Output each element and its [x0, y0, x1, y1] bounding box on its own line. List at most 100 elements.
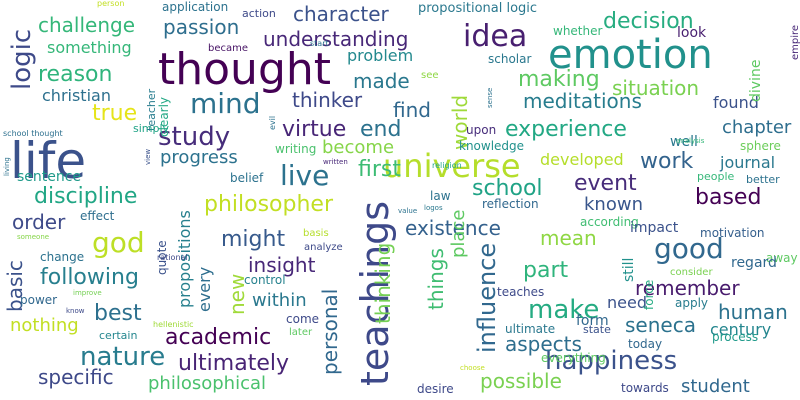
word-things: things [424, 248, 448, 310]
word-control: control [244, 273, 286, 287]
word-well: well [670, 134, 698, 150]
word-people: people [697, 170, 735, 183]
word-sense: sense [486, 88, 494, 108]
word-progress: progress [160, 147, 238, 168]
word-effect: effect [80, 209, 115, 223]
word-living: living [3, 157, 11, 176]
word-desire: desire [417, 382, 454, 396]
word-making: making [518, 67, 600, 92]
word-decision: decision [603, 9, 694, 34]
word-emotion: emotion [548, 32, 713, 78]
word-teachings: teachings [353, 201, 397, 386]
word-propositional-logic: propositional logic [418, 1, 537, 16]
word-first: first [358, 157, 401, 182]
word-logic: logic [7, 29, 37, 90]
word-analysis: analysis [676, 137, 705, 145]
word-discipline: discipline [34, 184, 137, 209]
word-know: know [66, 307, 85, 315]
word-world: world [448, 95, 472, 150]
word-might: might [221, 227, 285, 252]
word-seneca: seneca [625, 313, 696, 337]
word-event: event [574, 171, 637, 196]
word-quote: quote [155, 240, 169, 275]
word-certain: certain [99, 329, 137, 342]
word-motivation: motivation [700, 226, 765, 240]
word-whether: whether [553, 24, 602, 38]
word-thought: thought [158, 44, 331, 95]
word-religion: religion [432, 161, 462, 170]
word-thinker: thinker [292, 88, 363, 112]
word-everything: everything [541, 351, 606, 365]
word-analyze: analyze [304, 242, 343, 253]
word-scholar: scholar [488, 52, 531, 66]
word-person: person [97, 0, 124, 8]
word-sentence: sentence [17, 169, 81, 185]
word-end: end [360, 117, 401, 142]
word-come: come [286, 312, 319, 326]
word-became: became [208, 43, 248, 54]
word-process: process [712, 330, 758, 344]
word-true: true [92, 101, 137, 126]
word-order: order [12, 210, 66, 234]
word-simply: simply [133, 122, 170, 135]
word-student: student [681, 376, 750, 397]
word-apply: apply [675, 296, 708, 310]
word-existence: existence [405, 216, 501, 240]
word-propositions: propositions [175, 210, 194, 308]
word-law: law [430, 189, 451, 203]
word-possible: possible [480, 369, 562, 393]
word-start: start [310, 39, 329, 48]
word-every: every [195, 267, 214, 312]
word-logos: logos [424, 204, 443, 212]
word-thinking: thinking [371, 243, 395, 324]
word-belief: belief [230, 171, 264, 185]
word-academic: academic [165, 325, 271, 350]
word-ultimately: ultimately [178, 351, 289, 376]
word-look: look [677, 25, 707, 41]
word-meditations: meditations [523, 89, 642, 113]
word-hellenistic: hellenistic [153, 320, 194, 329]
word-value: value [398, 207, 417, 215]
word-empire: empire [790, 25, 800, 60]
word-basis: basis [303, 228, 329, 239]
word-universe: universe [383, 147, 521, 185]
word-philosopher: philosopher [204, 192, 334, 217]
word-towards: towards [621, 381, 669, 395]
word-away: away [766, 251, 798, 265]
word-consider: consider [670, 267, 713, 278]
word-evil: evil [268, 116, 277, 130]
word-become: become [322, 137, 394, 158]
word-known: known [584, 194, 643, 215]
word-life: life [10, 132, 86, 190]
word-influence: influence [473, 243, 501, 353]
word-nothing: nothing [10, 315, 79, 336]
word-impact: impact [630, 220, 679, 236]
word-century: century [710, 320, 771, 339]
word-basic: basic [3, 260, 27, 312]
word-journal: journal [719, 153, 775, 172]
word-view: view [144, 149, 152, 165]
word-reason: reason [38, 62, 112, 87]
word-developed: developed [540, 150, 624, 169]
word-passion: passion [163, 15, 239, 39]
word-aspects: aspects [505, 332, 582, 356]
word-god: god [92, 226, 145, 259]
word-mean: mean [540, 226, 597, 250]
word-make: make [528, 295, 599, 325]
word-experience: experience [505, 117, 627, 142]
word-later: later [289, 327, 313, 338]
word-choose: choose [460, 364, 485, 372]
word-see: see [421, 70, 439, 81]
word-happiness: happiness [545, 346, 677, 376]
word-challenge: challenge [38, 13, 135, 37]
word-part: part [523, 258, 568, 283]
word-problem: problem [347, 46, 413, 65]
word-nature: nature [80, 342, 165, 372]
word-understanding: understanding [263, 27, 408, 51]
word-power: power [20, 293, 57, 307]
word-according: according [580, 215, 639, 229]
word-work: work [640, 149, 693, 174]
word-idea: idea [463, 19, 527, 54]
word-situation: situation [612, 76, 699, 100]
